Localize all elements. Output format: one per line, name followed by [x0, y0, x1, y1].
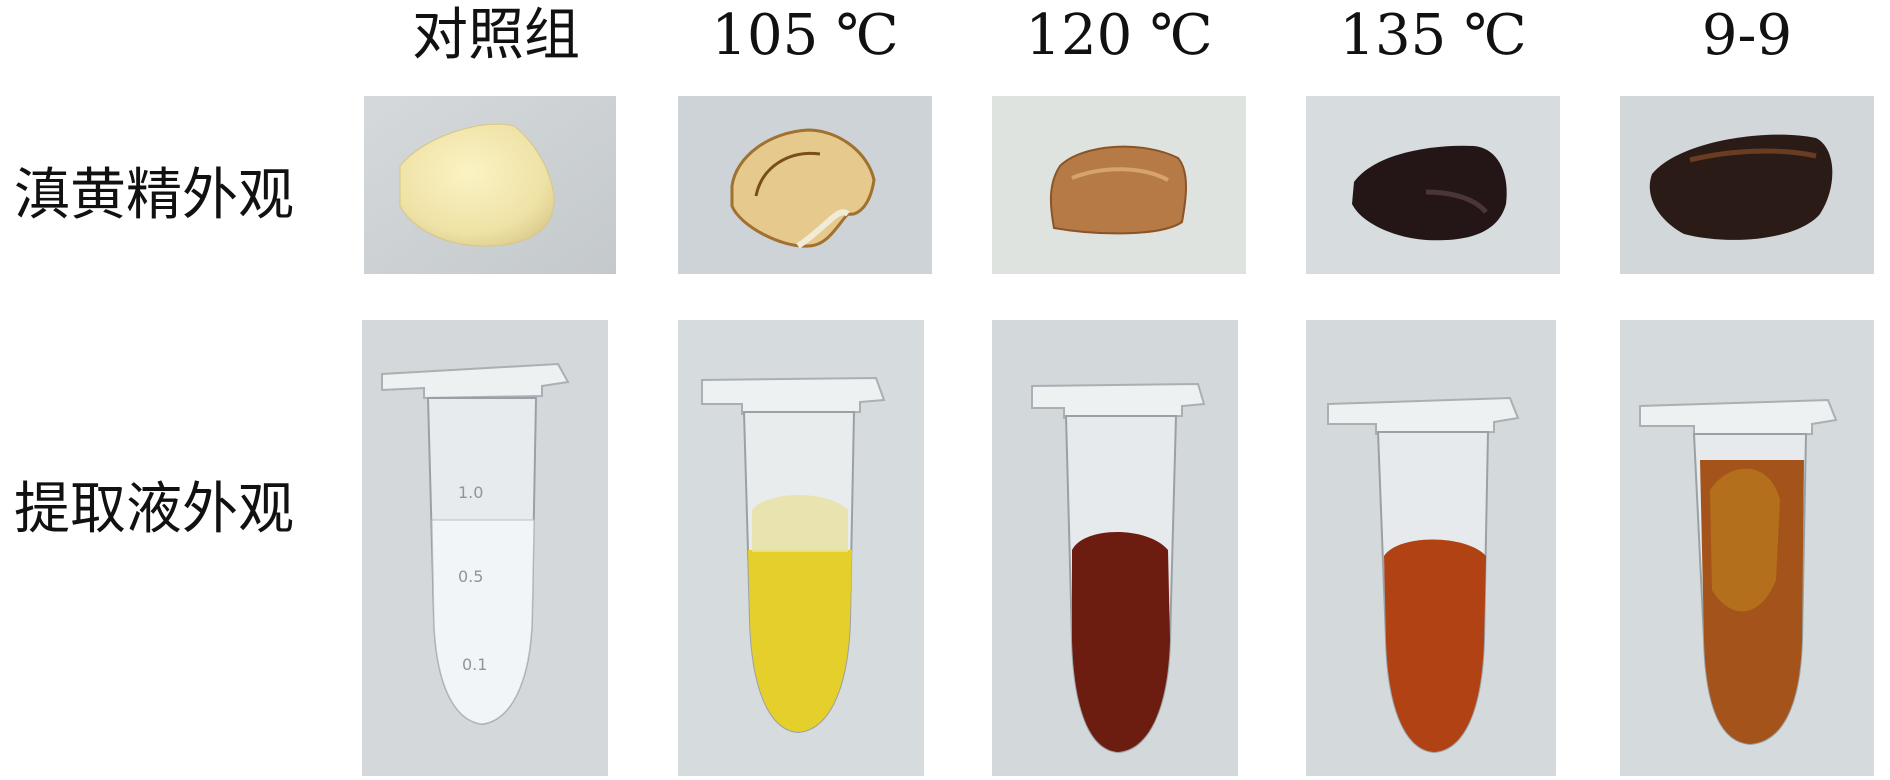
105c-solid-image	[678, 96, 932, 274]
photo-9-9-solid	[1620, 96, 1874, 274]
column-header-120c: 120 ℃	[1025, 3, 1213, 68]
120c-liquid	[1072, 532, 1170, 752]
photo-120c-extract	[992, 320, 1238, 776]
graduation-1-0: 1.0	[458, 483, 483, 502]
9-9-solid-image	[1620, 96, 1874, 274]
135c-extract-image	[1306, 320, 1556, 776]
photo-120c-solid	[992, 96, 1246, 274]
photo-135c-solid	[1306, 96, 1560, 274]
column-header-135c: 135 ℃	[1339, 3, 1527, 68]
120c-solid-image	[992, 96, 1246, 274]
row-label-appearance: 滇黄精外观	[14, 163, 294, 228]
column-header-105c: 105 ℃	[711, 3, 899, 68]
120c-extract-image	[992, 320, 1238, 776]
graduation-0-1: 0.1	[462, 655, 487, 674]
column-header-9-9: 9-9	[1701, 3, 1793, 68]
photo-135c-extract	[1306, 320, 1556, 776]
photo-control-solid	[364, 96, 616, 274]
135c-liquid	[1384, 539, 1486, 752]
photo-control-extract: 1.0 0.5 0.1	[362, 320, 608, 776]
105c-liquid	[748, 550, 852, 732]
photo-105c-solid	[678, 96, 932, 274]
control-liquid	[431, 519, 535, 725]
control-solid-image	[364, 96, 616, 274]
photo-105c-extract	[678, 320, 924, 776]
control-extract-image: 1.0 0.5 0.1	[362, 320, 608, 776]
9-9-extract-image	[1620, 320, 1874, 776]
control-slice	[399, 123, 555, 247]
135c-solid-image	[1306, 96, 1560, 274]
row-label-extract: 提取液外观	[14, 477, 294, 542]
photo-9-9-extract	[1620, 320, 1874, 776]
column-header-control: 对照组	[412, 3, 580, 68]
graduation-0-5: 0.5	[458, 567, 483, 586]
105c-extract-image	[678, 320, 924, 776]
120c-slice	[1049, 145, 1187, 235]
